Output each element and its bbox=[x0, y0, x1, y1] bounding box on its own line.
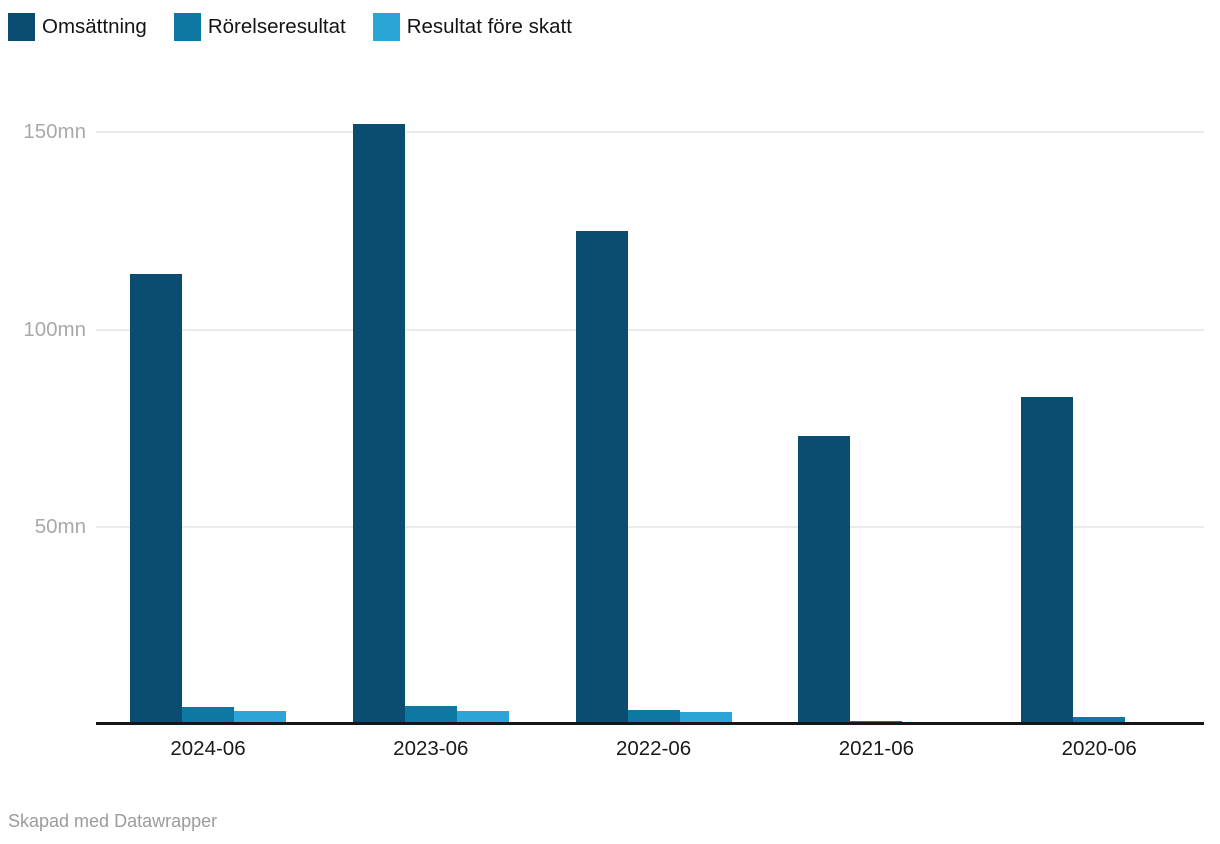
legend-item-omsattning: Omsättning bbox=[8, 13, 147, 41]
bar-omsattning-2023-06 bbox=[352, 124, 405, 725]
bar-omsattning-2022-06 bbox=[575, 230, 628, 725]
y-gridline-100 bbox=[96, 328, 1204, 331]
legend-item-resultat-fore-skatt: Resultat före skatt bbox=[372, 13, 572, 41]
legend-swatch-resultat-fore-skatt bbox=[372, 13, 400, 41]
legend-label: Rörelseresultat bbox=[207, 15, 346, 38]
bar-resultat-fore-skatt-2024-06 bbox=[234, 711, 286, 725]
y-gridline-150 bbox=[96, 131, 1204, 133]
x-axis-line bbox=[96, 722, 1204, 725]
legend: Omsättning Rörelseresultat Resultat före s… bbox=[8, 13, 572, 41]
bar-omsattning-2024-06 bbox=[130, 274, 182, 725]
bar-rorelseresultat-2020-06 bbox=[1073, 717, 1126, 725]
category-label-2021-06: 2021-06 bbox=[838, 737, 914, 760]
y-gridline-50 bbox=[96, 526, 1204, 529]
category-label-2022-06: 2022-06 bbox=[615, 737, 692, 760]
bar-rorelseresultat-2024-06 bbox=[182, 707, 234, 725]
y-tick-label: 100mn bbox=[23, 317, 86, 341]
legend-swatch-rorelseresultat bbox=[173, 13, 201, 41]
legend-swatch-omsattning bbox=[8, 13, 35, 41]
y-tick-label: 150mn bbox=[23, 120, 86, 143]
bar-resultat-fore-skatt-2022-06 bbox=[679, 712, 732, 725]
bar-omsattning-2021-06 bbox=[798, 436, 851, 725]
bar-resultat-fore-skatt-2023-06 bbox=[456, 710, 509, 725]
legend-item-rorelseresultat: Rörelseresultat bbox=[173, 13, 346, 41]
bar-omsattning-2020-06 bbox=[1021, 396, 1074, 725]
legend-label: Resultat före skatt bbox=[406, 15, 572, 38]
bar-rorelseresultat-2023-06 bbox=[404, 706, 457, 725]
bar-rorelseresultat-2022-06 bbox=[627, 709, 680, 725]
category-label-2023-06: 2023-06 bbox=[393, 737, 469, 760]
category-label-2020-06: 2020-06 bbox=[1061, 737, 1137, 760]
attribution-link[interactable]: Skapad med Datawrapper bbox=[8, 811, 218, 831]
legend-label: Omsättning bbox=[42, 15, 147, 38]
category-label-2024-06: 2024-06 bbox=[170, 737, 246, 760]
y-tick-label: 50mn bbox=[34, 515, 86, 539]
